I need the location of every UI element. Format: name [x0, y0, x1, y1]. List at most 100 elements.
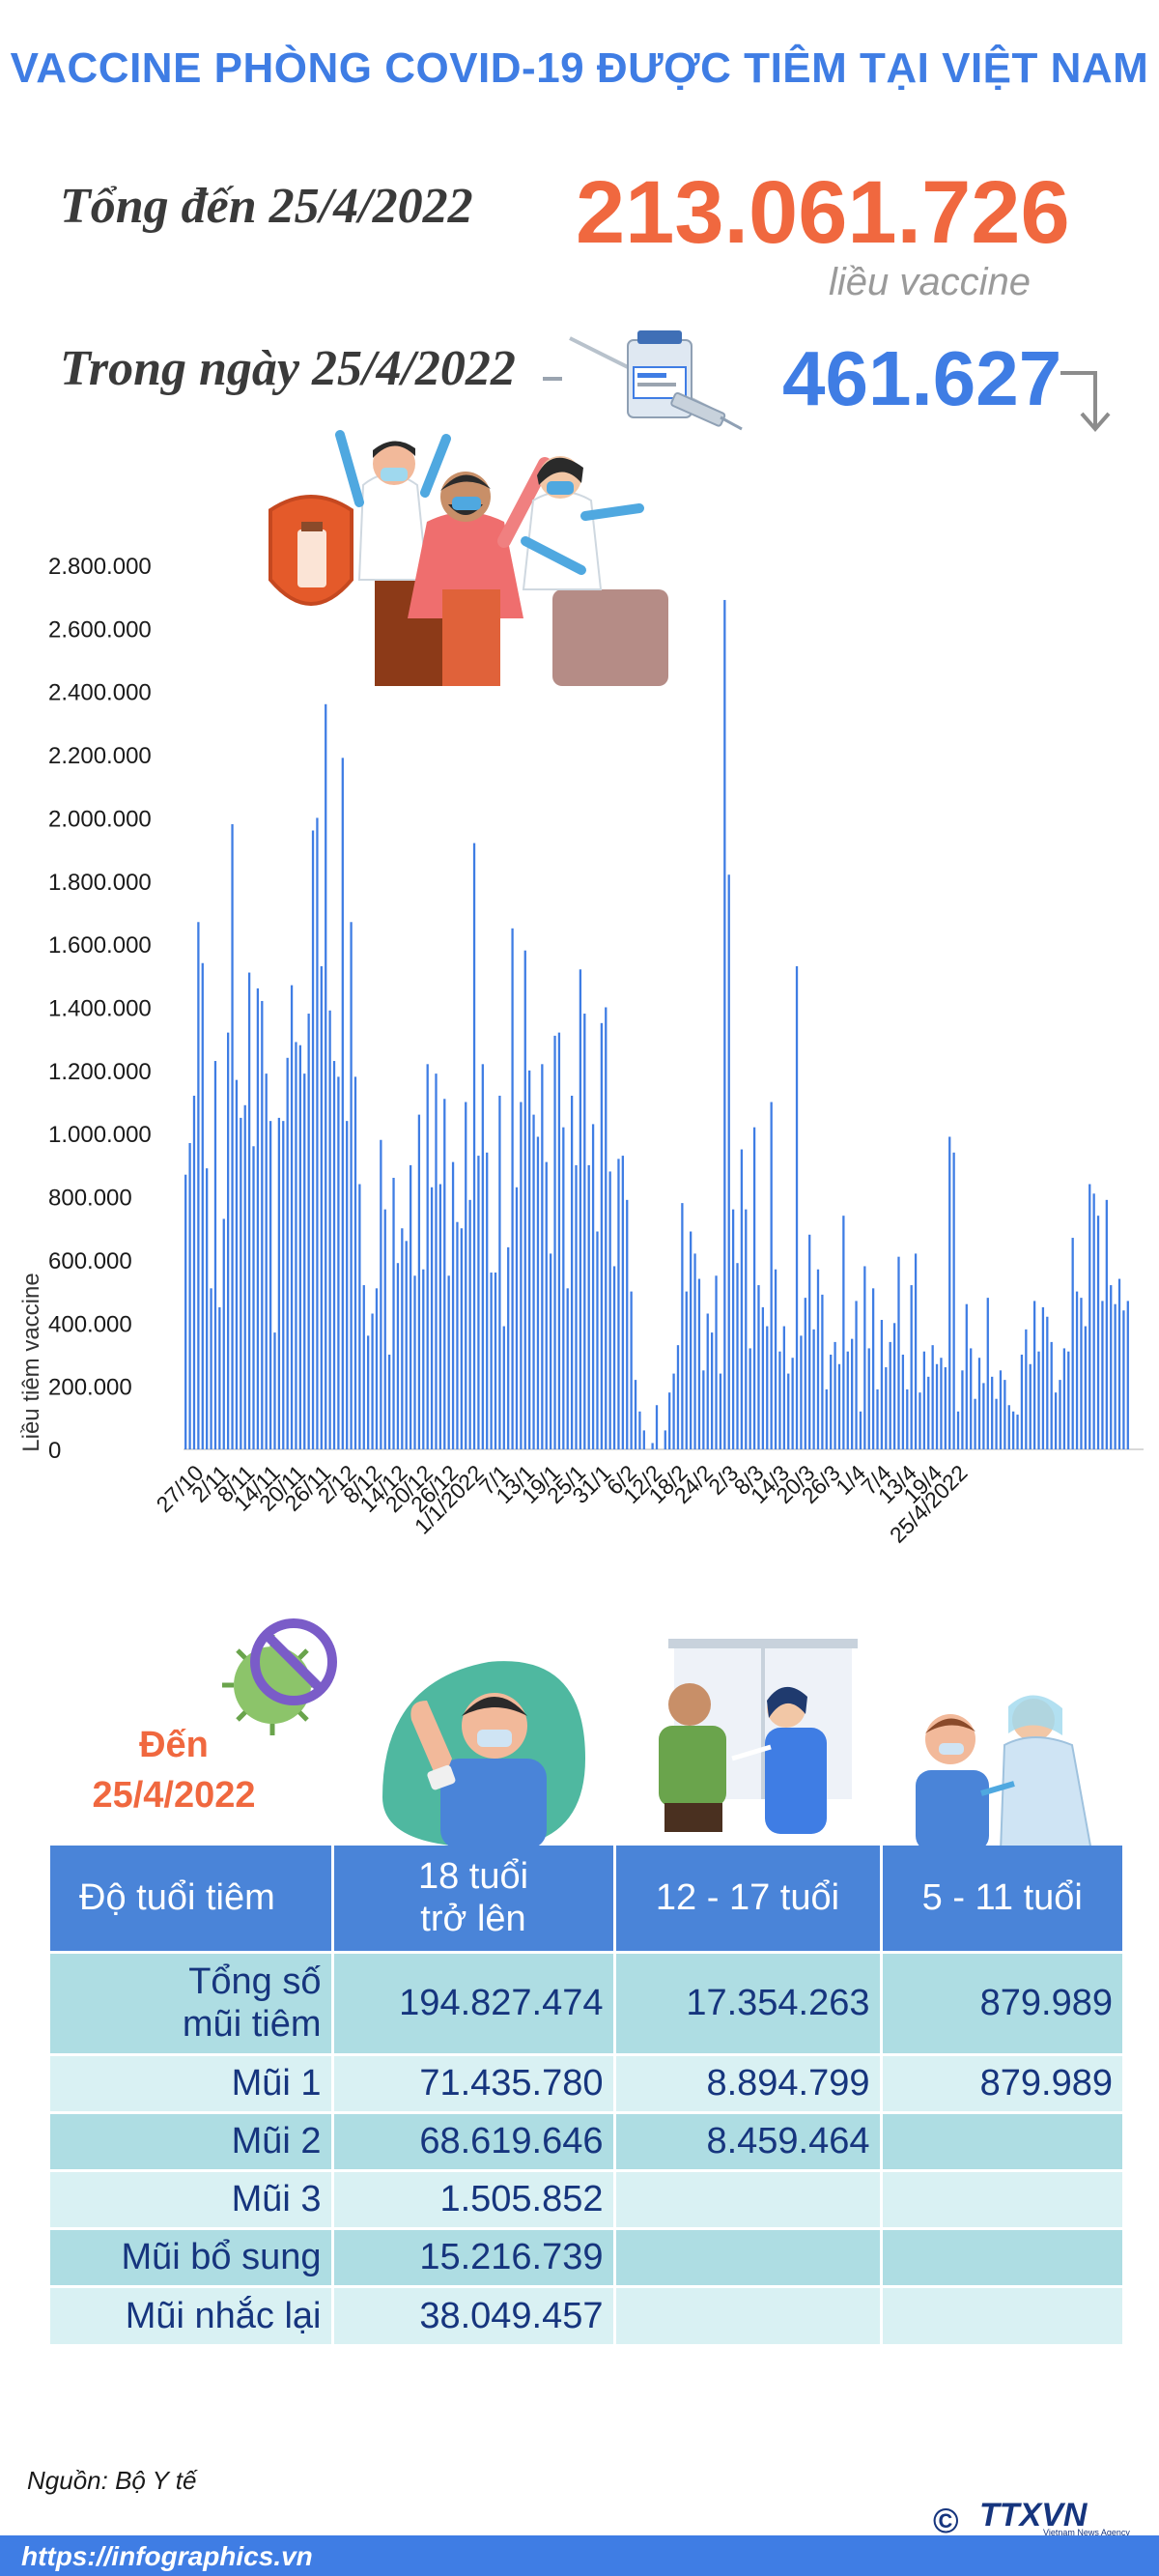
bar	[626, 1199, 629, 1449]
bar	[332, 1061, 336, 1449]
cell-5-11	[881, 2168, 1122, 2228]
bar	[774, 1269, 777, 1449]
bar	[532, 1114, 535, 1449]
table-header-row: Độ tuổi tiêm 18 tuổi trở lên 12 - 17 tuổ…	[50, 1846, 1122, 1952]
bar	[417, 1114, 421, 1449]
bar	[1062, 1348, 1066, 1449]
bar	[192, 1096, 196, 1449]
bar	[210, 1288, 212, 1449]
row-label: Mũi bổ sung	[50, 2226, 334, 2286]
copyright-symbol: ©	[933, 2501, 959, 2540]
bar	[1105, 1199, 1108, 1449]
bar	[201, 962, 204, 1449]
row-label: Tổng số mũi tiêm	[50, 1950, 334, 2054]
bar	[719, 1373, 722, 1449]
cell-12-17: 17.354.263	[614, 1950, 883, 2054]
bar	[350, 922, 353, 1449]
bar	[256, 987, 260, 1449]
bar	[871, 1288, 875, 1449]
y-tick-label: 1.200.000	[48, 1059, 152, 1085]
bar	[303, 1073, 306, 1450]
bar	[1004, 1380, 1006, 1449]
bar	[438, 1184, 442, 1449]
bar	[282, 1121, 285, 1449]
bar	[889, 1341, 891, 1449]
bar	[855, 1301, 858, 1449]
bar	[218, 1306, 221, 1449]
bar	[1088, 1184, 1091, 1449]
cell-18-plus: 38.049.457	[332, 2284, 616, 2344]
bar	[1096, 1216, 1100, 1449]
bar	[892, 1323, 896, 1449]
bar	[952, 1152, 955, 1449]
bar	[380, 1139, 382, 1449]
table-row: Mũi 1 71.435.780 8.894.799 879.989	[50, 2052, 1122, 2112]
bar	[396, 1263, 400, 1449]
bar	[545, 1161, 548, 1450]
bar	[655, 1405, 659, 1449]
bar	[842, 1216, 845, 1449]
bar	[834, 1341, 836, 1449]
bar	[812, 1329, 815, 1449]
bar	[851, 1338, 854, 1450]
bar	[295, 1042, 297, 1449]
bar	[867, 1348, 870, 1449]
bar	[465, 1102, 467, 1449]
y-tick-label: 1.800.000	[48, 870, 152, 896]
y-tick-label: 2.600.000	[48, 616, 152, 643]
bar	[749, 1348, 751, 1449]
bar	[991, 1376, 994, 1449]
cell-5-11: 879.989	[881, 2052, 1122, 2112]
bar	[702, 1370, 705, 1449]
footer-bar	[0, 2535, 1159, 2576]
bar	[706, 1313, 709, 1449]
bar	[697, 1278, 701, 1449]
bar	[846, 1351, 849, 1449]
y-tick-label: 0	[48, 1438, 61, 1464]
bar	[752, 1127, 756, 1449]
bar	[325, 703, 327, 1449]
bar	[885, 1367, 888, 1449]
bar	[286, 1057, 289, 1449]
bar	[787, 1373, 790, 1449]
bar	[206, 1168, 209, 1449]
header-5-11: 5 - 11 tuổi	[881, 1846, 1122, 1952]
bar	[460, 1228, 463, 1449]
daily-vaccine-bar-chart: 0 200.000 400.000 600.000 800.000 1.000.000 1.…	[18, 554, 1144, 1548]
bar	[240, 1117, 242, 1450]
row-label: Mũi 2	[50, 2110, 334, 2170]
bar	[1041, 1306, 1045, 1449]
arm-bandage-icon	[382, 1661, 585, 1849]
bar	[422, 1269, 425, 1449]
header-age-group: Độ tuổi tiêm	[50, 1846, 334, 1952]
bar	[778, 1351, 781, 1449]
svg-text:Vietnam News Agency: Vietnam News Agency	[1043, 2528, 1130, 2537]
ttxvn-logo: TTXVN Vietnam News Agency	[979, 2499, 1130, 2537]
cell-12-17: 8.459.464	[614, 2110, 883, 2170]
bar	[405, 1241, 408, 1449]
bar	[715, 1275, 718, 1449]
bar	[863, 1266, 866, 1449]
cell-5-11	[881, 2110, 1122, 2170]
bar	[693, 1253, 696, 1449]
bar	[1084, 1326, 1087, 1449]
page-title: VACCINE PHÒNG COVID-19 ĐƯỢC TIÊM TẠI VIỆ…	[10, 44, 1149, 92]
people-celebrating-icon	[269, 430, 668, 686]
bar	[520, 1102, 523, 1449]
bar	[821, 1294, 824, 1450]
bar	[591, 1124, 595, 1449]
bar	[1016, 1415, 1019, 1449]
bar	[541, 1064, 544, 1449]
bar	[273, 1332, 276, 1449]
y-tick-label: 400.000	[48, 1311, 132, 1337]
bar	[575, 1164, 578, 1449]
bar	[617, 1159, 620, 1449]
footer-url-link[interactable]: https://infographics.vn	[21, 2541, 313, 2571]
bar	[736, 1263, 739, 1449]
bar	[970, 1348, 973, 1449]
bar	[782, 1326, 785, 1449]
bar	[320, 966, 323, 1449]
cell-5-11: 879.989	[881, 1950, 1122, 2054]
bar	[435, 1073, 438, 1450]
bar	[825, 1388, 828, 1449]
